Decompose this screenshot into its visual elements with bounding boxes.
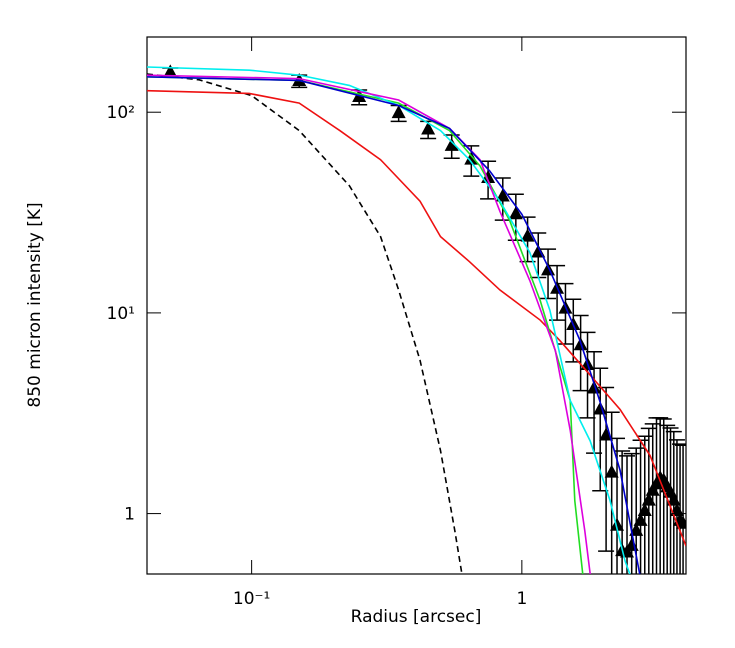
error-bar xyxy=(557,282,574,345)
error-bar xyxy=(579,331,596,419)
model-line xyxy=(147,89,686,547)
model-line xyxy=(147,74,591,574)
data-point xyxy=(604,464,619,478)
model-line xyxy=(147,73,463,574)
data-point xyxy=(464,151,479,165)
data-point xyxy=(495,188,510,202)
y-tick-label: 1 xyxy=(124,505,135,525)
data-point xyxy=(629,522,644,536)
data-point xyxy=(163,64,178,78)
y-tick-label: 10² xyxy=(107,103,135,123)
x-tick-label: 10⁻¹ xyxy=(233,589,270,609)
error-bar xyxy=(644,423,661,574)
data-point xyxy=(587,380,602,394)
model-line xyxy=(147,76,584,574)
data-point xyxy=(541,262,556,276)
data-point xyxy=(292,73,307,87)
model-line xyxy=(147,66,631,574)
x-axis-label: Radius [arcsec] xyxy=(351,607,482,627)
model-line xyxy=(147,76,641,574)
data-point xyxy=(508,206,523,220)
error-bar xyxy=(623,452,640,574)
error-bar xyxy=(675,444,686,574)
plot-frame xyxy=(146,36,687,575)
error-bar xyxy=(652,417,669,574)
data-point xyxy=(421,121,436,135)
data-point xyxy=(444,137,459,151)
error-bar xyxy=(572,314,589,392)
data-point xyxy=(520,228,535,242)
data-point xyxy=(391,105,406,119)
data-point xyxy=(610,517,625,531)
error-bar xyxy=(672,443,686,574)
y-tick-label: 10¹ xyxy=(107,304,135,324)
error-bar xyxy=(614,450,631,574)
plot-area xyxy=(147,64,686,574)
data-point xyxy=(593,401,608,415)
error-bar xyxy=(655,418,672,574)
x-tick-label: 1 xyxy=(516,589,527,609)
y-axis-label: 850 micron intensity [K] xyxy=(25,202,45,407)
error-bar xyxy=(659,424,676,574)
